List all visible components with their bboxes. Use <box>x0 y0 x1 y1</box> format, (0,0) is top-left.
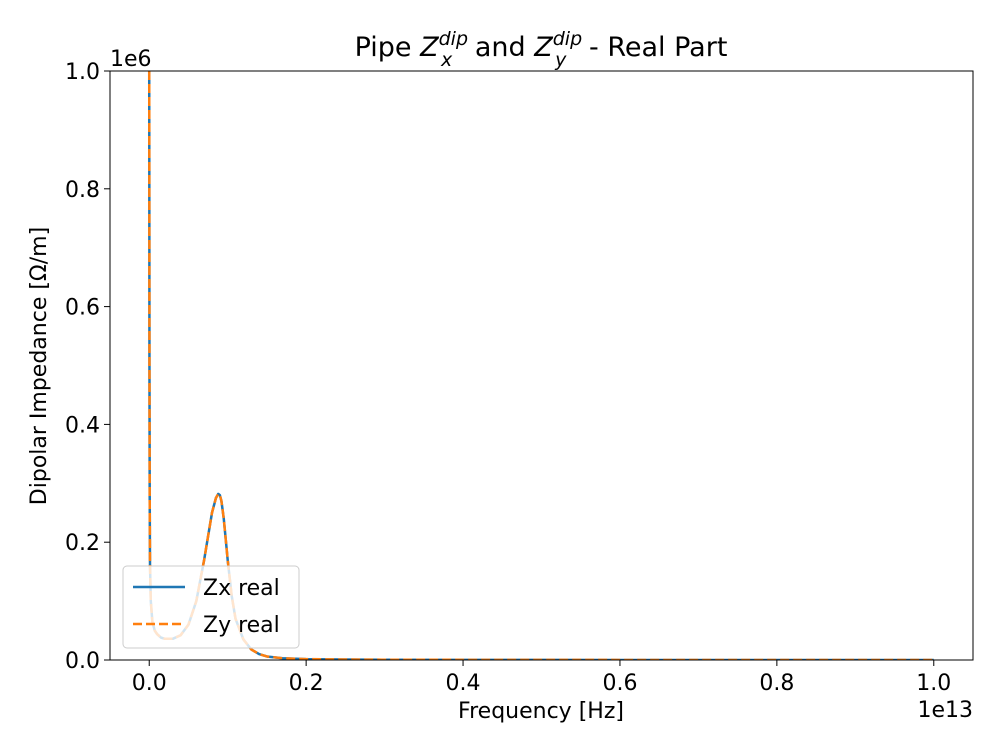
legend-label-zy-real: Zy real <box>203 613 280 638</box>
title-part: dip <box>553 28 582 50</box>
x-offset-label: 1e13 <box>917 698 973 723</box>
y-tick-label: 0.8 <box>65 178 100 203</box>
legend-label-zx-real: Zx real <box>203 576 280 601</box>
axes-frame <box>109 70 974 661</box>
x-tick-label: 0.6 <box>602 671 637 696</box>
legend: Zx real Zy real <box>122 565 300 649</box>
title-part: dip <box>439 28 468 50</box>
title-part: and <box>466 32 534 63</box>
x-tick-label: 0.8 <box>759 671 794 696</box>
plot-area: 0.0 0.2 0.4 0.6 0.8 1.0 0.0 0.2 0.4 0.6 0.8 1.0 <box>65 60 974 696</box>
x-tick-label: 0.0 <box>132 671 167 696</box>
y-tick-label: 0.2 <box>65 531 100 556</box>
title-part: y <box>554 49 567 71</box>
title-part: Z <box>419 32 439 63</box>
y-tick-label: 0.4 <box>65 413 100 438</box>
title-part: Z <box>533 32 553 63</box>
x-tick-label: 0.4 <box>446 671 481 696</box>
chart-title: Pipe Zdip x and Zdip y - Real Part <box>355 28 728 71</box>
title-part: Pipe <box>355 32 421 63</box>
y-offset-label: 1e6 <box>110 47 152 72</box>
x-tick-label: 1.0 <box>916 671 951 696</box>
x-axis-label: Frequency [Hz] <box>458 699 624 724</box>
title-part: - Real Part <box>580 32 727 63</box>
y-tick-label: 0.0 <box>65 649 100 674</box>
title-part: x <box>440 49 453 71</box>
y-tick-label: 1.0 <box>65 60 100 85</box>
x-tick-label: 0.2 <box>289 671 324 696</box>
y-axis-label: Dipolar Impedance [Ω/m] <box>27 227 52 505</box>
y-tick-label: 0.6 <box>65 296 100 321</box>
